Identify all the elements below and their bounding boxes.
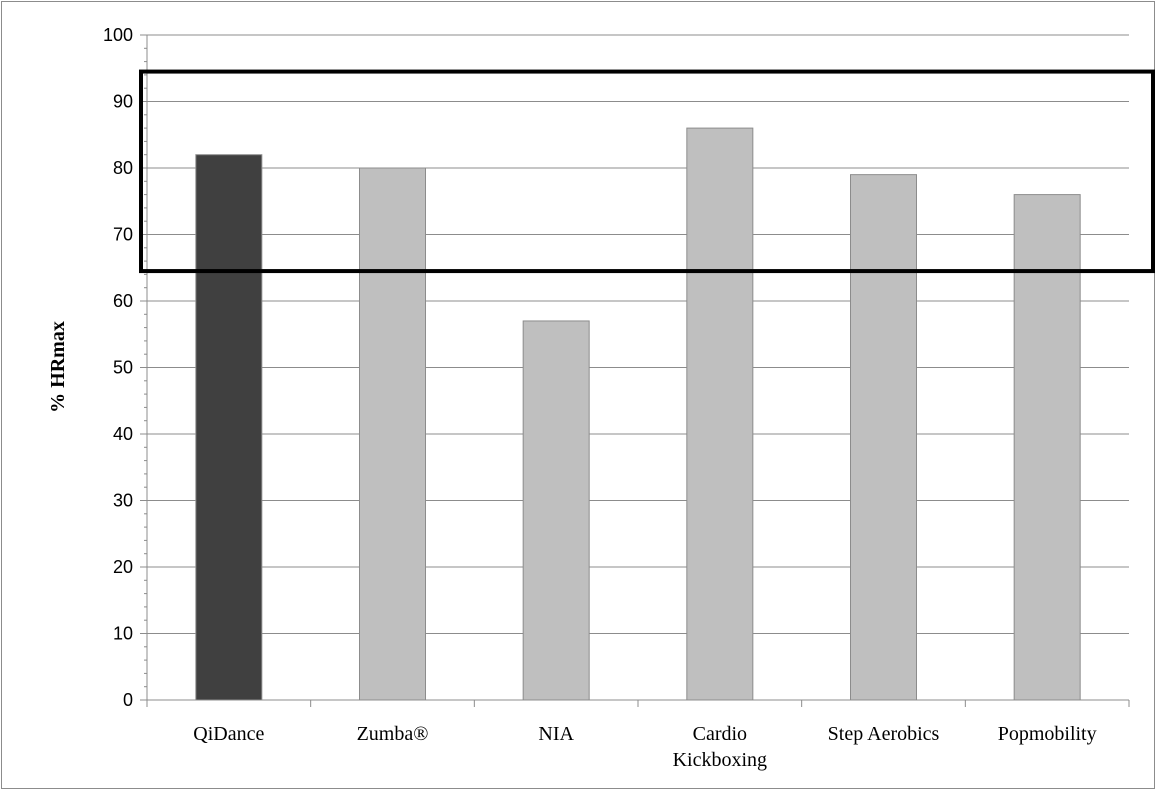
bar: [850, 174, 917, 701]
target-range-rect: [139, 69, 1155, 274]
x-tick-label: Zumba®: [357, 723, 429, 745]
y-tick-label: 70: [113, 225, 133, 245]
bar: [359, 167, 426, 701]
y-tick-label: 90: [113, 92, 133, 112]
bar: [1013, 194, 1081, 701]
x-tick-labels: QiDance Zumba® NIA Cardio Kickboxing Step Aer…: [193, 723, 1096, 771]
y-tick-label: 60: [113, 291, 133, 311]
axes: [140, 34, 1130, 707]
y-tick-label: 10: [113, 624, 133, 644]
target-range-box: [139, 69, 1155, 274]
x-tick-label: Popmobility: [998, 723, 1097, 745]
y-tick-label: 50: [113, 358, 133, 378]
y-tick-label: 100: [103, 25, 133, 45]
gridlines: [147, 34, 1129, 634]
y-tick-label: 40: [113, 424, 133, 444]
y-axis-label: % HRmax: [47, 321, 69, 413]
bar: [195, 154, 263, 701]
bars: [195, 127, 1081, 701]
y-tick-label: 30: [113, 491, 133, 511]
x-tick-label: Cardio Kickboxing: [673, 723, 767, 771]
x-tick-label: Step Aerobics: [828, 723, 940, 745]
y-tick-label: 0: [123, 690, 133, 710]
x-tick-label: QiDance: [193, 723, 264, 745]
bar: [686, 127, 754, 701]
y-tick-label: 80: [113, 158, 133, 178]
bar: [522, 320, 590, 701]
y-tick-labels: 0 10 20 30 40 50 60 70 80 90 100: [103, 25, 133, 710]
y-tick-label: 20: [113, 557, 133, 577]
x-tick-label: NIA: [538, 723, 574, 745]
